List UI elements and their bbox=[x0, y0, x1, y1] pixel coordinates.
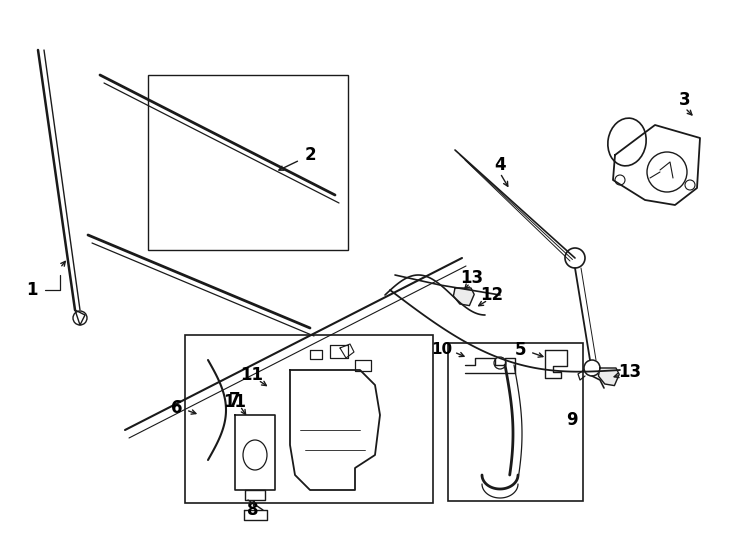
Text: 11: 11 bbox=[241, 366, 264, 384]
Text: 8: 8 bbox=[247, 501, 259, 519]
Text: 9: 9 bbox=[566, 411, 578, 429]
Polygon shape bbox=[598, 368, 619, 386]
Text: 13: 13 bbox=[460, 269, 484, 287]
Text: 3: 3 bbox=[679, 91, 691, 109]
Text: 11: 11 bbox=[223, 393, 247, 411]
Text: 12: 12 bbox=[481, 286, 504, 304]
Text: 1: 1 bbox=[26, 281, 37, 299]
Bar bbox=[148, 75, 348, 250]
Polygon shape bbox=[454, 288, 474, 306]
Text: 10: 10 bbox=[431, 342, 452, 357]
Bar bbox=[185, 335, 433, 503]
Text: 2: 2 bbox=[304, 146, 316, 164]
Bar bbox=[448, 343, 583, 501]
Text: 7: 7 bbox=[229, 391, 241, 409]
Text: 13: 13 bbox=[618, 363, 641, 381]
Text: 5: 5 bbox=[515, 341, 526, 359]
Text: 4: 4 bbox=[494, 156, 506, 174]
Text: 6: 6 bbox=[171, 399, 183, 417]
